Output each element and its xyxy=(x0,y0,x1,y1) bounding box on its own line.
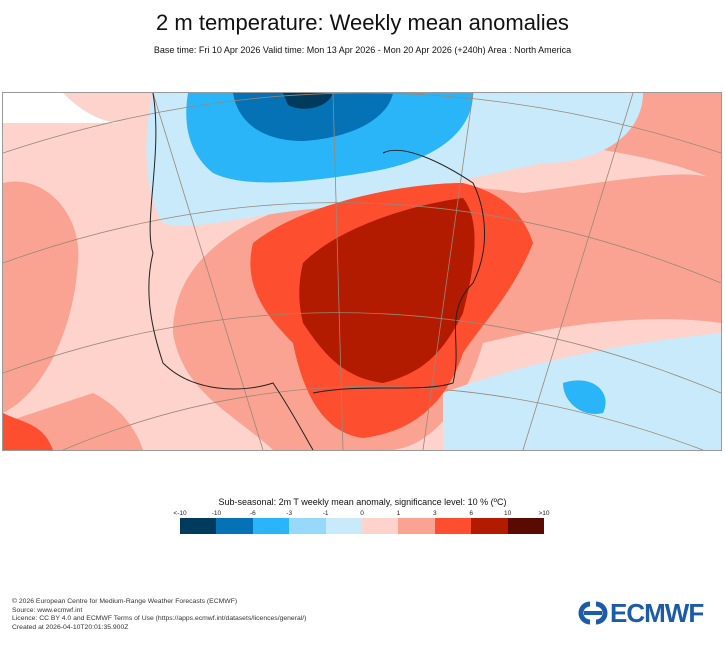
footer: © 2026 European Centre for Medium-Range … xyxy=(12,598,306,632)
colorbar-label: 6 xyxy=(469,510,473,517)
colorbar-swatch xyxy=(289,518,326,534)
colorbar-labels: <-10 -10 -6 -3 -1 0 1 3 6 10 >10 xyxy=(173,510,550,520)
colorbar-label: >10 xyxy=(538,510,550,517)
colorbar-label: -1 xyxy=(322,510,329,517)
colorbar-swatch xyxy=(362,518,399,534)
colorbar-label: 1 xyxy=(396,510,401,517)
graticule xyxy=(2,92,722,451)
map-svg xyxy=(2,92,722,451)
chart-title: 2 m temperature: Weekly mean anomalies xyxy=(156,10,569,35)
colorbar-swatch xyxy=(471,518,508,534)
anomaly-region-extreme-cold xyxy=(283,93,333,109)
anomaly-region-cold-2 xyxy=(563,380,606,414)
colorbar-label: 10 xyxy=(503,510,512,517)
colorbar-swatch xyxy=(180,518,217,534)
ecmwf-logo-text: ECMWF xyxy=(610,597,704,628)
colorbar-title: Sub-seasonal: 2m T weekly mean anomaly, … xyxy=(218,497,507,507)
anomaly-region-very-cold xyxy=(233,93,393,141)
colorbar-label: -6 xyxy=(249,510,256,517)
colorbar-label: -3 xyxy=(286,510,293,517)
coastline xyxy=(148,92,485,451)
colorbar-label: 0 xyxy=(360,510,364,517)
colorbar-swatch xyxy=(325,518,363,534)
colorbar-swatch xyxy=(216,518,253,534)
colorbar-swatch xyxy=(398,518,435,534)
anomaly-region-very-hot xyxy=(299,198,475,383)
copyright-text: © 2026 European Centre for Medium-Range … xyxy=(12,598,238,605)
ecmwf-logo-icon xyxy=(578,601,608,625)
created-text: Created at 2026-04-10T20:01:35.900Z xyxy=(12,623,129,631)
colorbar-swatch xyxy=(434,518,472,534)
anomaly-map xyxy=(2,92,722,451)
colorbar-swatch xyxy=(252,518,290,534)
source-text: Source: www.ecmwf.int xyxy=(12,606,83,614)
colorbar-label: 3 xyxy=(432,510,437,517)
white-region xyxy=(3,93,123,123)
colorbar-label: <-10 xyxy=(173,510,187,517)
colorbar-label: -10 xyxy=(211,510,222,517)
colorbar xyxy=(180,518,545,534)
chart-subtitle: Base time: Fri 10 Apr 2026 Valid time: M… xyxy=(153,45,572,55)
colorbar-swatch xyxy=(507,518,545,534)
licence-text: Licence: CC BY 4.0 and ECMWF Terms of Us… xyxy=(12,615,307,622)
ecmwf-logo: ECMWF xyxy=(576,597,704,628)
anomaly-region-pacific xyxy=(3,181,79,413)
anomaly-region-sw-warm xyxy=(3,413,53,450)
